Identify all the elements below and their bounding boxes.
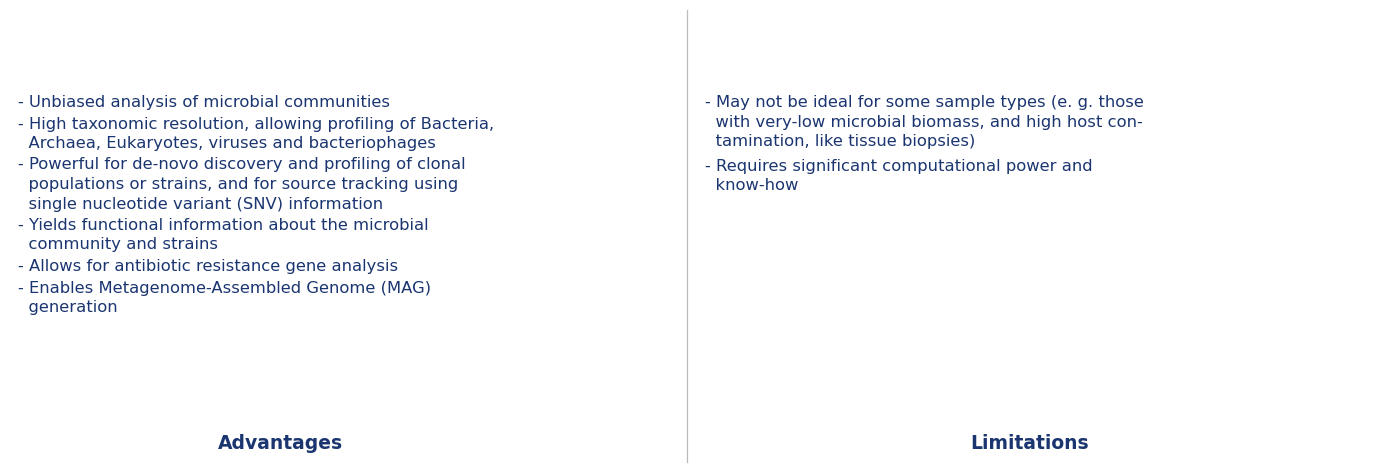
Text: tamination, like tissue biopsies): tamination, like tissue biopsies) bbox=[705, 134, 975, 149]
Text: - High taxonomic resolution, allowing profiling of Bacteria,: - High taxonomic resolution, allowing pr… bbox=[18, 117, 494, 132]
Text: community and strains: community and strains bbox=[18, 237, 219, 253]
Text: single nucleotide variant (SNV) information: single nucleotide variant (SNV) informat… bbox=[18, 196, 384, 211]
Text: - Unbiased analysis of microbial communities: - Unbiased analysis of microbial communi… bbox=[18, 95, 390, 110]
Text: Advantages: Advantages bbox=[217, 434, 342, 453]
Text: populations or strains, and for source tracking using: populations or strains, and for source t… bbox=[18, 177, 458, 192]
Text: - Allows for antibiotic resistance gene analysis: - Allows for antibiotic resistance gene … bbox=[18, 259, 399, 274]
Text: - Enables Metagenome-Assembled Genome (MAG): - Enables Metagenome-Assembled Genome (M… bbox=[18, 280, 432, 295]
Text: know-how: know-how bbox=[705, 178, 799, 193]
Text: - Yields functional information about the microbial: - Yields functional information about th… bbox=[18, 218, 429, 233]
Text: generation: generation bbox=[18, 300, 118, 315]
Text: - Requires significant computational power and: - Requires significant computational pow… bbox=[705, 159, 1093, 174]
Text: - Powerful for de-novo discovery and profiling of clonal: - Powerful for de-novo discovery and pro… bbox=[18, 158, 466, 172]
Text: with very-low microbial biomass, and high host con-: with very-low microbial biomass, and hig… bbox=[705, 115, 1143, 129]
Text: - May not be ideal for some sample types (e. g. those: - May not be ideal for some sample types… bbox=[705, 95, 1144, 110]
Text: Limitations: Limitations bbox=[971, 434, 1089, 453]
Text: Archaea, Eukaryotes, viruses and bacteriophages: Archaea, Eukaryotes, viruses and bacteri… bbox=[18, 136, 436, 151]
